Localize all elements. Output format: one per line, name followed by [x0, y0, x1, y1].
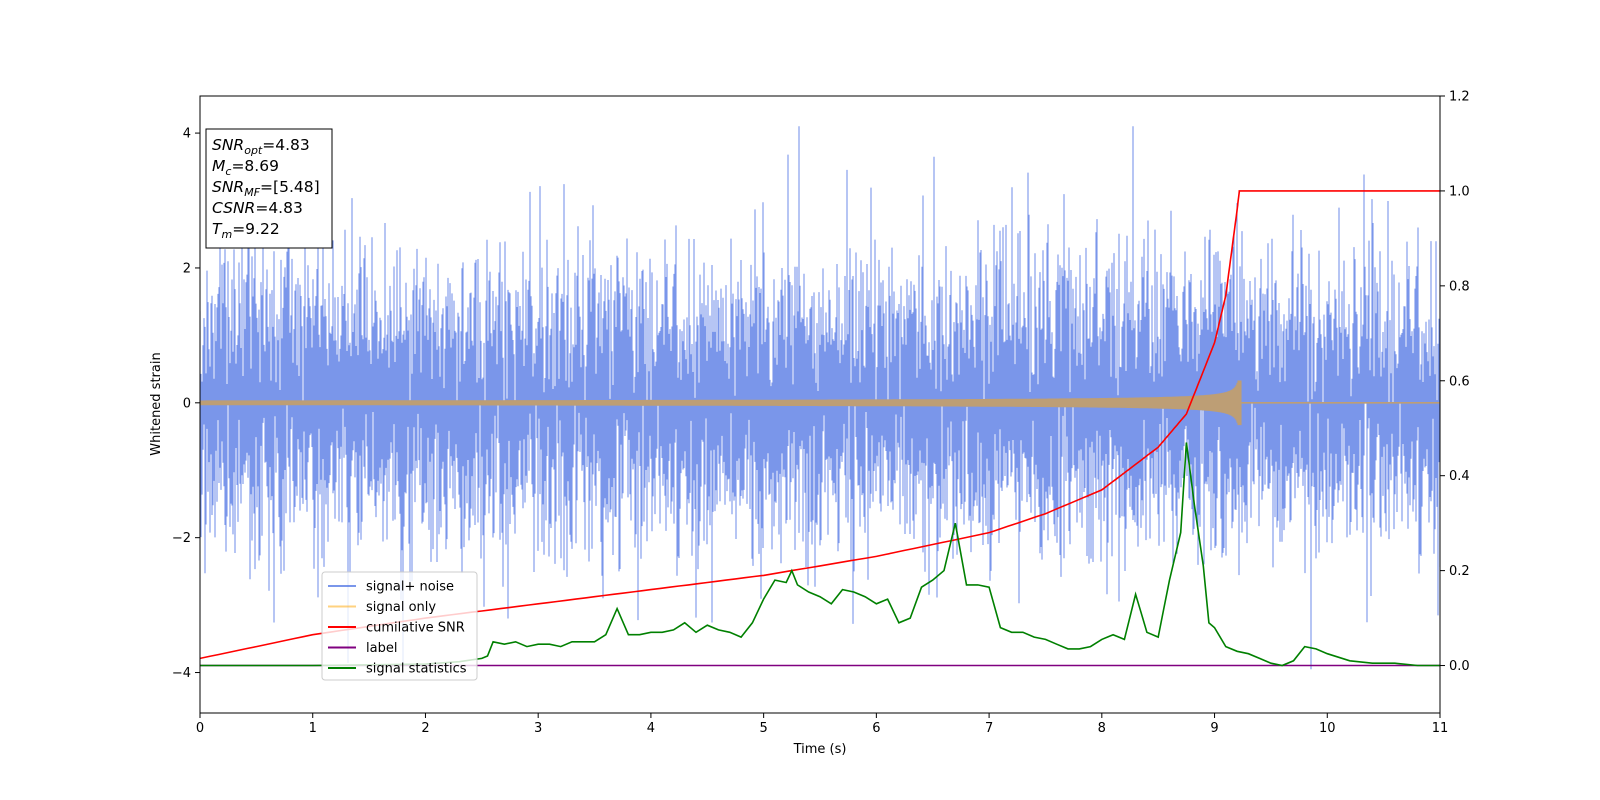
noise-trace	[200, 126, 1440, 670]
y-axis-left: −4 −2 0 2 4	[172, 127, 200, 681]
y-left-tick-label: −4	[172, 666, 191, 681]
y-left-tick-label: −2	[172, 531, 191, 546]
y-right-tick-label: 0.8	[1449, 279, 1470, 294]
x-tick-label: 2	[421, 721, 429, 736]
y-right-tick-label: 1.2	[1449, 90, 1470, 105]
legend: signal+ noise signal only cumilative SNR la…	[321, 571, 478, 681]
signal-statistics-line	[200, 442, 1440, 667]
x-axis-label: Time (s)	[793, 742, 847, 757]
legend-label: label	[366, 641, 397, 656]
y-axis-right: 0.0 0.2 0.4 0.6 0.8 1.0 1.2	[1440, 90, 1470, 674]
y-left-tick-label: 4	[183, 127, 191, 142]
legend-label: cumilative SNR	[366, 621, 465, 636]
x-tick-label: 1	[309, 721, 317, 736]
y-right-tick-label: 1.0	[1449, 184, 1470, 199]
legend-frame	[321, 571, 478, 681]
y-left-tick-label: 0	[183, 396, 191, 411]
plot-frame	[199, 95, 1441, 714]
signal-only-series	[200, 380, 1440, 426]
x-tick-label: 6	[872, 721, 880, 736]
x-tick-label: 3	[534, 721, 542, 736]
x-tick-label: 9	[1210, 721, 1218, 736]
info-box-line: Tm=9.22	[212, 220, 280, 241]
info-box-line: Mc=8.69	[212, 157, 279, 178]
legend-label: signal statistics	[366, 662, 467, 677]
info-box-line: SNRMF=[5.48]	[212, 178, 320, 199]
x-tick-label: 7	[985, 721, 993, 736]
y-axis-label: Whitened strain	[149, 352, 164, 455]
signal-plus-noise-series	[200, 126, 1440, 670]
x-tick-label: 0	[196, 721, 204, 736]
signal-only-trace	[200, 380, 1440, 426]
y-right-tick-label: 0.2	[1449, 564, 1470, 579]
legend-label: signal+ noise	[366, 580, 454, 595]
y-right-tick-label: 0.4	[1449, 469, 1470, 484]
legend-label: signal only	[366, 600, 436, 615]
info-box-line: SNRopt=4.83	[212, 136, 310, 157]
y-right-tick-label: 0.0	[1449, 659, 1470, 674]
y-left-tick-label: 2	[183, 261, 191, 276]
info-box-line: CSNR=4.83	[212, 199, 303, 217]
info-box-frame	[205, 128, 333, 249]
x-tick-label: 4	[647, 721, 655, 736]
cumilative-snr-line	[200, 190, 1440, 660]
x-tick-label: 8	[1098, 721, 1106, 736]
x-tick-label: 11	[1432, 721, 1449, 736]
y-right-tick-label: 0.6	[1449, 374, 1470, 389]
x-tick-label: 10	[1319, 721, 1336, 736]
x-tick-label: 5	[759, 721, 767, 736]
x-axis: 0 1 2 3 4 5 6 7 8 9 10 11	[196, 713, 1448, 736]
